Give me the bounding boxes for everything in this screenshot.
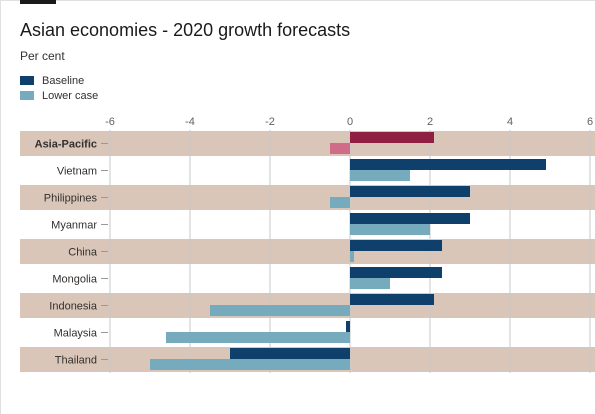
bar-lower-case-myanmar <box>350 224 430 235</box>
x-tick-label: -2 <box>265 116 275 128</box>
category-label: Myanmar <box>51 220 97 232</box>
chart-title: Asian economies - 2020 growth forecasts <box>20 20 351 40</box>
category-label: Malaysia <box>54 328 98 340</box>
category-label: Mongolia <box>52 274 98 286</box>
bar-baseline-china <box>350 240 442 251</box>
bar-baseline-indonesia <box>350 294 434 305</box>
x-tick-label: -6 <box>105 116 115 128</box>
legend-swatch-baseline <box>20 76 34 85</box>
category-label: Philippines <box>44 193 98 205</box>
header-accent-bar <box>20 0 56 4</box>
legend-swatch-lower-case <box>20 91 34 100</box>
row-band <box>20 239 595 264</box>
x-tick-label: 0 <box>347 116 353 128</box>
bar-lower-case-asia-pacific <box>330 143 350 154</box>
bar-baseline-thailand <box>230 348 350 359</box>
x-tick-label: 4 <box>507 116 513 128</box>
bar-lower-case-china <box>350 251 354 262</box>
bar-baseline-philippines <box>350 186 470 197</box>
category-label: Asia-Pacific <box>35 139 97 151</box>
category-label: Thailand <box>55 355 97 367</box>
chart-subtitle: Per cent <box>20 49 65 63</box>
legend: Baseline Lower case <box>20 73 98 103</box>
bar-lower-case-thailand <box>150 359 350 370</box>
bar-baseline-mongolia <box>350 267 442 278</box>
x-tick-label: 6 <box>587 116 593 128</box>
bar-lower-case-indonesia <box>210 305 350 316</box>
bar-baseline-malaysia <box>346 321 350 332</box>
legend-item-baseline: Baseline <box>20 73 98 88</box>
bar-lower-case-vietnam <box>350 170 410 181</box>
category-label: Vietnam <box>57 166 97 178</box>
x-tick-label: 2 <box>427 116 433 128</box>
bar-lower-case-malaysia <box>166 332 350 343</box>
row-band <box>20 185 595 210</box>
row-band <box>20 131 595 156</box>
bar-baseline-vietnam <box>350 159 546 170</box>
x-tick-label: -4 <box>185 116 195 128</box>
bar-baseline-asia-pacific <box>350 132 434 143</box>
legend-label-lower-case: Lower case <box>42 89 99 102</box>
bar-baseline-myanmar <box>350 213 470 224</box>
legend-label-baseline: Baseline <box>42 74 85 87</box>
legend-item-lower-case: Lower case <box>20 88 98 103</box>
category-label: China <box>68 247 98 259</box>
bar-lower-case-mongolia <box>350 278 390 289</box>
bar-lower-case-philippines <box>330 197 350 208</box>
category-label: Indonesia <box>49 301 98 313</box>
